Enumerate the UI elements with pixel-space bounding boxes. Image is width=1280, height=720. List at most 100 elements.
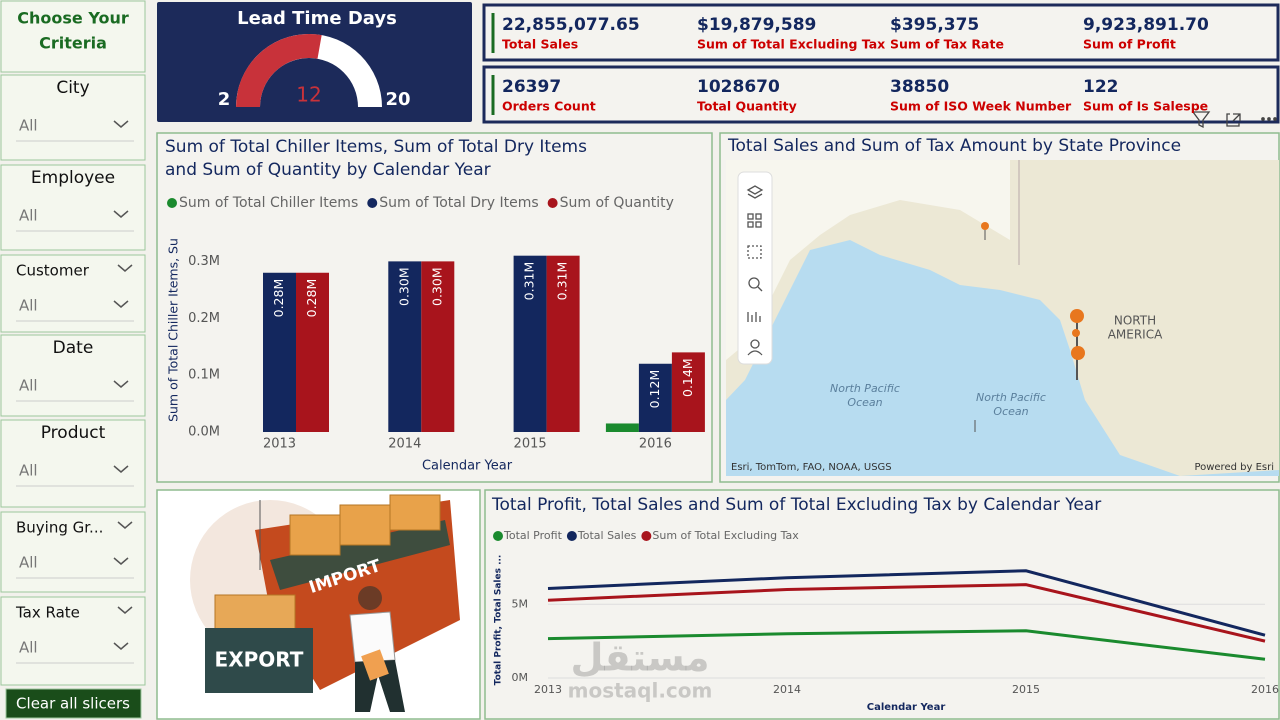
kpi-value: 22,855,077.65 — [502, 15, 640, 35]
legend-label: Sum of Total Dry Items — [379, 195, 538, 211]
legend-label: Sum of Total Excluding Tax — [652, 529, 799, 542]
map-land-north — [726, 160, 1010, 360]
chevron — [113, 300, 129, 308]
clear-button[interactable] — [5, 688, 142, 719]
kpi-label: Total Quantity — [697, 99, 797, 114]
slicer-label: Customer — [16, 262, 90, 280]
bar — [546, 255, 580, 432]
slicer-label: Employee — [31, 168, 115, 188]
criteria-title: Criteria — [39, 34, 107, 53]
slicer-label: Date — [53, 338, 94, 358]
map-label: Ocean — [847, 396, 882, 409]
kpi-label: Sum of Is Salespe — [1083, 99, 1208, 114]
legend-dot — [641, 531, 652, 541]
legend-dot — [493, 531, 503, 541]
map-label: AMERICA — [1108, 328, 1163, 342]
kpi-value: 9,923,891.70 — [1083, 15, 1209, 35]
slicer[interactable] — [0, 74, 146, 161]
bar — [421, 261, 455, 432]
y-tick-label: 0.3M — [188, 254, 220, 269]
slicer-value: All — [19, 117, 38, 135]
gauge-value: 12 — [296, 83, 321, 107]
slicer[interactable] — [0, 334, 146, 417]
kpi-value: 1028670 — [697, 77, 780, 97]
chevron — [113, 465, 129, 473]
chevron — [113, 210, 129, 218]
legend-label: Total Sales — [577, 529, 637, 542]
slicer-label: Product — [41, 423, 106, 443]
data-label: 0.14M — [680, 358, 695, 397]
slicer[interactable] — [0, 164, 146, 251]
bar — [671, 352, 705, 432]
criteria-title: Choose Your — [17, 9, 129, 28]
x-axis-title: Calendar Year — [422, 459, 513, 474]
kpi-label: Orders Count — [502, 99, 596, 114]
map-label: NORTH — [1114, 314, 1156, 328]
bar — [263, 272, 296, 432]
map-land — [726, 160, 1279, 476]
x-tick-label: 2016 — [1251, 683, 1279, 696]
legend-dot — [566, 531, 577, 541]
map-label: North Pacific — [830, 382, 900, 395]
x-tick-label: 2016 — [639, 437, 672, 452]
x-tick-label: 2014 — [773, 683, 801, 696]
slicer-value: All — [19, 462, 38, 480]
chevron — [113, 120, 129, 128]
chevron — [117, 521, 133, 529]
x-axis-title: Calendar Year — [867, 702, 946, 713]
visual-header[interactable] — [1191, 111, 1277, 129]
bar — [605, 423, 639, 432]
kpi-value: 26397 — [502, 77, 561, 97]
map-tools — [746, 185, 764, 356]
chart-title: Sum of Total Chiller Items, Sum of Total… — [165, 137, 587, 157]
slicer-label: City — [56, 78, 89, 98]
bar — [513, 255, 547, 432]
x-tick-label: 2015 — [514, 437, 547, 452]
legend-dot — [167, 198, 177, 208]
map-label: Ocean — [993, 405, 1028, 418]
kpi-card — [482, 65, 1280, 124]
gauge-fill — [236, 34, 322, 107]
map-label: North Pacific — [976, 391, 1046, 404]
chevron — [117, 264, 133, 272]
map-powered: Powered by Esri — [1194, 462, 1274, 473]
kpi-value: 122 — [1083, 77, 1119, 97]
map-title: Total Sales and Sum of Tax Amount by Sta… — [727, 136, 1181, 156]
map-toolbar[interactable] — [737, 171, 773, 365]
chart-title: Total Profit, Total Sales and Sum of Tot… — [491, 495, 1101, 515]
slicer-value: All — [19, 207, 38, 225]
bar — [296, 272, 329, 432]
map-pins — [974, 222, 1085, 432]
data-label: 0.28M — [304, 279, 319, 318]
map-attribution: Esri, TomTom, FAO, NOAA, USGS — [731, 462, 892, 473]
criteria-header — [0, 0, 146, 73]
line-series — [547, 629, 1266, 661]
chart-title: and Sum of Quantity by Calendar Year — [165, 160, 491, 180]
kpi-label: Sum of ISO Week Number — [890, 99, 1072, 114]
data-label: 0.31M — [555, 262, 570, 301]
gauge-max: 20 — [385, 89, 410, 110]
legend-label: Sum of Total Chiller Items — [179, 195, 358, 211]
x-tick-label: 2013 — [263, 437, 296, 452]
slicer[interactable] — [0, 596, 146, 686]
chevron — [117, 606, 133, 614]
slicer[interactable] — [0, 419, 146, 508]
y-tick-label: 0.0M — [188, 425, 220, 440]
slicer-value: All — [19, 377, 38, 395]
data-label: 0.30M — [396, 267, 411, 306]
y-tick-label: 0.2M — [188, 311, 220, 326]
chevron — [113, 642, 129, 650]
legend-label: Total Profit — [503, 529, 563, 542]
line-series — [547, 583, 1266, 643]
bar — [388, 261, 422, 432]
data-label: 0.12M — [647, 370, 662, 409]
slicer-label: Tax Rate — [15, 604, 80, 622]
line-series — [547, 569, 1266, 637]
legend-dot — [547, 198, 558, 208]
clear-label: Clear all slicers — [16, 695, 130, 713]
gauge-title: Lead Time Days — [237, 8, 397, 29]
slicer-value: All — [19, 554, 38, 572]
kpi-label: Sum of Profit — [1083, 37, 1176, 52]
